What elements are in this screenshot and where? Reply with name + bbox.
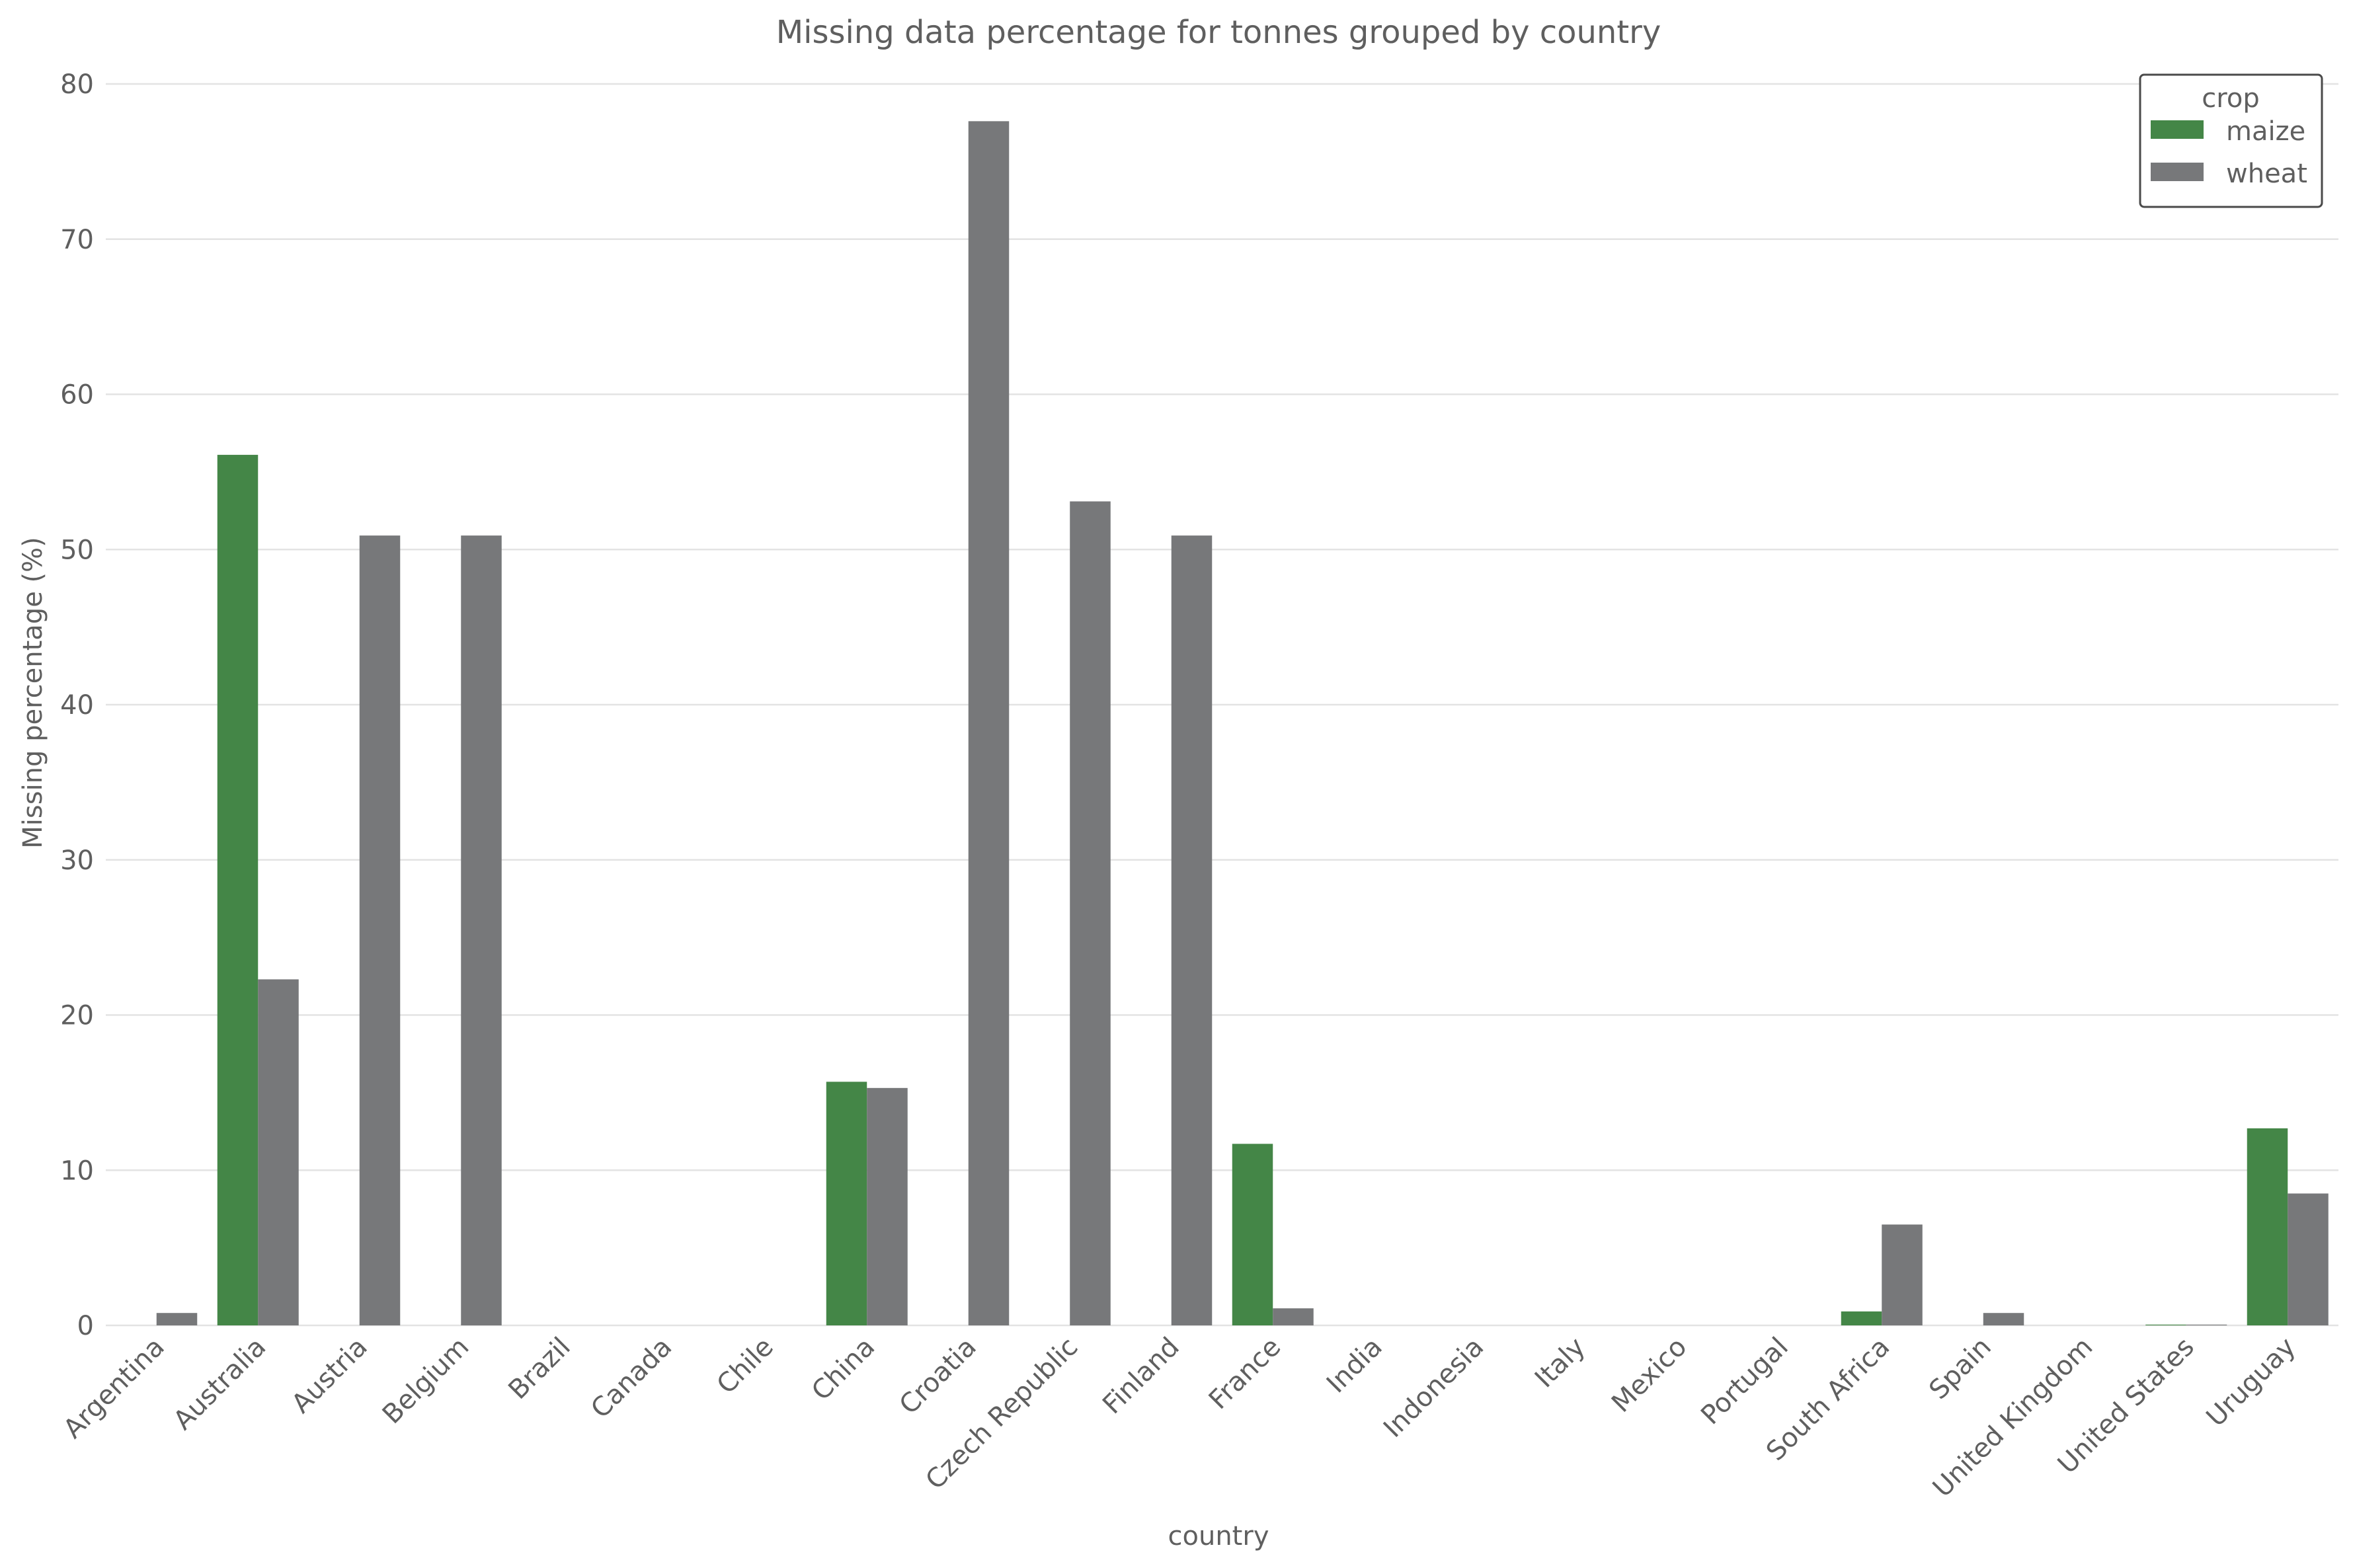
x-tick-label: Croatia: [894, 1332, 982, 1421]
legend-swatch-wheat: [2151, 163, 2204, 181]
x-tick-label: Italy: [1529, 1332, 1591, 1394]
bar-wheat: [1070, 501, 1111, 1325]
bar-maize: [1232, 1144, 1273, 1325]
gridlines: [106, 83, 2338, 1327]
y-tick-label: 60: [60, 380, 94, 411]
y-tick-labels: 0 10 20 30 40 50 60 70 80: [60, 69, 94, 1341]
bar-wheat: [867, 1087, 908, 1325]
y-tick-label: 0: [77, 1311, 94, 1341]
bar-maize: [2247, 1128, 2288, 1325]
y-tick-label: 10: [60, 1156, 94, 1186]
legend-label-maize: maize: [2226, 116, 2305, 147]
x-tick-label: Australia: [168, 1332, 272, 1436]
x-axis-label: country: [1168, 1521, 1269, 1551]
bar-maize: [826, 1081, 867, 1325]
y-tick-label: 80: [60, 69, 94, 100]
chart-title: Missing data percentage for tonnes group…: [776, 14, 1661, 51]
x-tick-label: Belgium: [377, 1332, 475, 1430]
bar-wheat: [968, 121, 1010, 1326]
x-tick-label: Finland: [1097, 1332, 1185, 1421]
x-tick-label: France: [1203, 1332, 1287, 1416]
bar-maize: [1841, 1311, 1882, 1325]
y-tick-label: 20: [60, 1001, 94, 1031]
legend-label-wheat: wheat: [2226, 159, 2307, 189]
y-tick-label: 30: [60, 845, 94, 876]
x-tick-label: Brazil: [502, 1332, 576, 1405]
bar-wheat: [156, 1313, 198, 1325]
x-tick-label: Austria: [286, 1332, 373, 1419]
x-tick-label: Indonesia: [1378, 1332, 1490, 1444]
x-tick-label: China: [806, 1332, 881, 1407]
bar-wheat: [1882, 1224, 1923, 1325]
x-tick-label: Canada: [585, 1332, 678, 1425]
bar-wheat: [359, 535, 401, 1325]
bars: [156, 121, 2329, 1326]
bar-maize: [217, 455, 259, 1325]
bar-wheat: [1983, 1313, 2024, 1325]
legend-swatch-maize: [2151, 120, 2204, 139]
bar-wheat: [1273, 1308, 1314, 1325]
y-tick-label: 50: [60, 535, 94, 565]
bar-wheat: [1171, 535, 1213, 1325]
x-tick-label: Mexico: [1606, 1332, 1693, 1419]
x-tick-label: Chile: [711, 1332, 779, 1400]
bar-wheat: [2288, 1193, 2329, 1325]
x-tick-label: Portugal: [1695, 1332, 1794, 1431]
y-tick-label: 70: [60, 225, 94, 255]
legend-title: crop: [2202, 83, 2259, 114]
legend-items: maize wheat: [2151, 116, 2307, 189]
x-tick-label: Spain: [1923, 1332, 1997, 1406]
x-tick-label: Uruguay: [2201, 1332, 2302, 1433]
x-tick-label: Argentina: [58, 1332, 171, 1445]
y-axis-label: Missing percentage (%): [18, 537, 48, 849]
y-tick-label: 40: [60, 690, 94, 721]
x-tick-label: India: [1321, 1332, 1388, 1399]
bar-wheat: [258, 979, 299, 1325]
bar-wheat: [461, 535, 502, 1325]
legend: crop maize wheat: [2139, 73, 2323, 208]
